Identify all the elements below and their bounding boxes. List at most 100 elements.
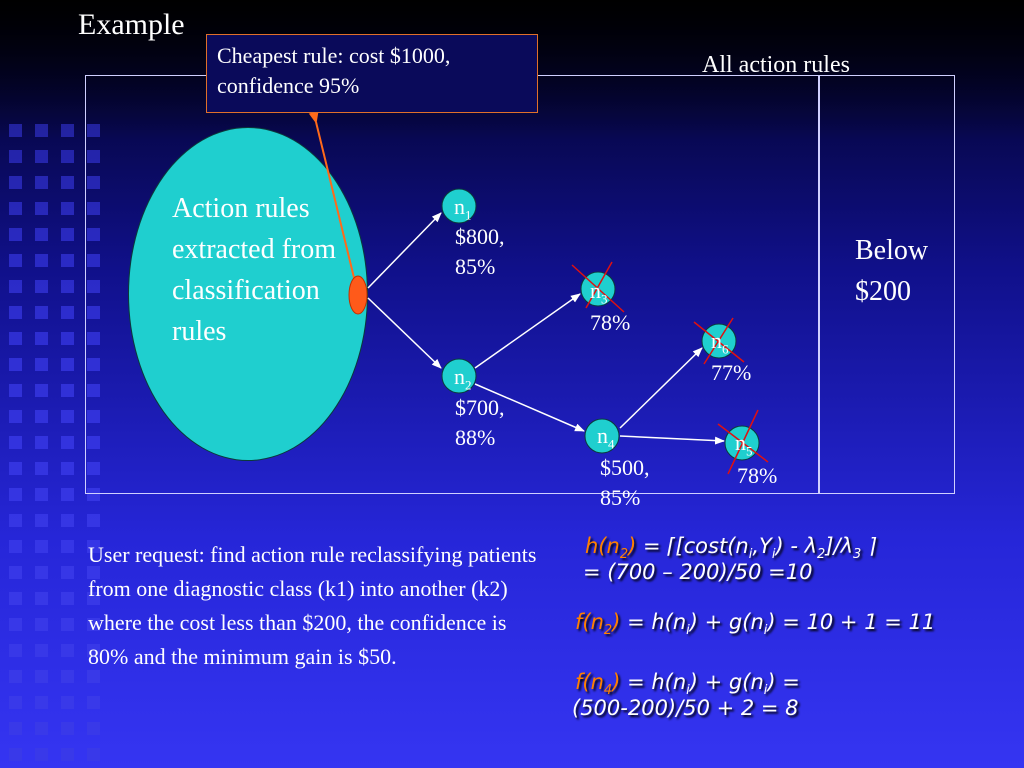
ellipse-label: Action rules extracted from classificati…	[172, 193, 337, 347]
decorative-square-strip	[0, 0, 122, 768]
cheapest-rule-callout: Cheapest rule: cost $1000, confidence 95…	[206, 34, 538, 113]
decorative-square	[87, 306, 100, 319]
decorative-square	[87, 150, 100, 163]
node-n2	[441, 358, 477, 394]
decorative-square	[9, 566, 22, 579]
node-n3-conf: 78%	[590, 310, 631, 335]
decorative-square	[87, 436, 100, 449]
strike-n3-b	[585, 261, 613, 309]
decorative-square	[35, 228, 48, 241]
decorative-square	[35, 124, 48, 137]
start-node	[348, 275, 368, 315]
decorative-square	[61, 592, 74, 605]
below-200-label: Below $200	[855, 230, 928, 312]
node-n2-label: n2	[454, 364, 472, 393]
decorative-square	[87, 644, 100, 657]
below-label-line2: $200	[855, 276, 911, 307]
decorative-square	[87, 124, 100, 137]
decorative-square	[35, 670, 48, 683]
decorative-square	[87, 540, 100, 553]
node-n6-label: n6	[711, 328, 729, 357]
edge-n4-n6	[619, 347, 703, 429]
decorative-square	[87, 748, 100, 761]
decorative-square	[61, 722, 74, 735]
decorative-square	[87, 254, 100, 267]
decorative-square	[9, 618, 22, 631]
decorative-square	[9, 696, 22, 709]
decorative-square	[9, 748, 22, 761]
decorative-square	[87, 332, 100, 345]
decorative-square	[61, 488, 74, 501]
decorative-square	[87, 618, 100, 631]
decorative-square	[35, 202, 48, 215]
decorative-square	[87, 280, 100, 293]
node-n4	[584, 418, 620, 454]
decorative-square	[61, 228, 74, 241]
decorative-square	[35, 150, 48, 163]
decorative-square	[87, 358, 100, 371]
decorative-square	[35, 618, 48, 631]
decorative-square	[61, 644, 74, 657]
edge-n2-n4	[474, 383, 585, 432]
decorative-square	[9, 436, 22, 449]
decorative-square	[61, 306, 74, 319]
decorative-square	[61, 540, 74, 553]
decorative-square	[61, 462, 74, 475]
decorative-square	[35, 280, 48, 293]
node-n3-label: n3	[590, 278, 608, 307]
decorative-square	[61, 410, 74, 423]
decorative-square	[35, 748, 48, 761]
decorative-square	[61, 748, 74, 761]
decorative-square	[87, 592, 100, 605]
decorative-square	[87, 384, 100, 397]
user-request-text: User request: find action rule reclassif…	[88, 542, 537, 669]
decorative-square	[9, 722, 22, 735]
node-n5-label: n5	[735, 430, 753, 459]
decorative-square	[9, 280, 22, 293]
decorative-square	[61, 254, 74, 267]
decorative-square	[9, 176, 22, 189]
decorative-square	[61, 696, 74, 709]
decorative-square	[87, 228, 100, 241]
node-n4-values: $500, 85%	[600, 453, 650, 513]
decorative-square	[35, 540, 48, 553]
decorative-square	[9, 410, 22, 423]
node-n2-conf: 88%	[455, 425, 496, 450]
decorative-square	[9, 124, 22, 137]
decorative-square	[61, 176, 74, 189]
decorative-square	[87, 696, 100, 709]
decorative-square	[35, 332, 48, 345]
decorative-square	[9, 254, 22, 267]
decorative-square	[35, 566, 48, 579]
decorative-square	[35, 410, 48, 423]
formula-f-n2: f(n2) = h(ni) + g(ni) = 10 + 1 = 11	[575, 610, 936, 639]
node-n1-label: n1	[454, 194, 472, 223]
decorative-square	[35, 592, 48, 605]
edge-n2-n3	[474, 293, 581, 369]
decorative-square	[61, 332, 74, 345]
node-n1	[441, 188, 477, 224]
formula-h-n2: h(n2) = ⌈[cost(ni,Yi) - λ2]/λ3 ⌉	[585, 534, 877, 563]
decorative-square	[61, 124, 74, 137]
decorative-square	[9, 202, 22, 215]
node-n1-conf: 85%	[455, 254, 496, 279]
decorative-square	[61, 514, 74, 527]
decorative-square	[35, 436, 48, 449]
decorative-square	[61, 150, 74, 163]
decorative-square	[87, 202, 100, 215]
decorative-square	[9, 540, 22, 553]
decorative-square	[87, 410, 100, 423]
formula-h-n2-result: = (700 – 200)/50 =10	[583, 560, 813, 584]
edge-start-n1	[367, 212, 442, 289]
decorative-square	[87, 462, 100, 475]
node-n5-conf: 78%	[737, 463, 778, 488]
decorative-square	[87, 488, 100, 501]
node-n6-conf: 77%	[711, 360, 752, 385]
rules-ellipse	[128, 127, 368, 461]
decorative-square	[35, 254, 48, 267]
node-n1-values: $800, 85%	[455, 222, 505, 282]
decorative-square	[61, 436, 74, 449]
decorative-square	[35, 176, 48, 189]
decorative-square	[9, 514, 22, 527]
